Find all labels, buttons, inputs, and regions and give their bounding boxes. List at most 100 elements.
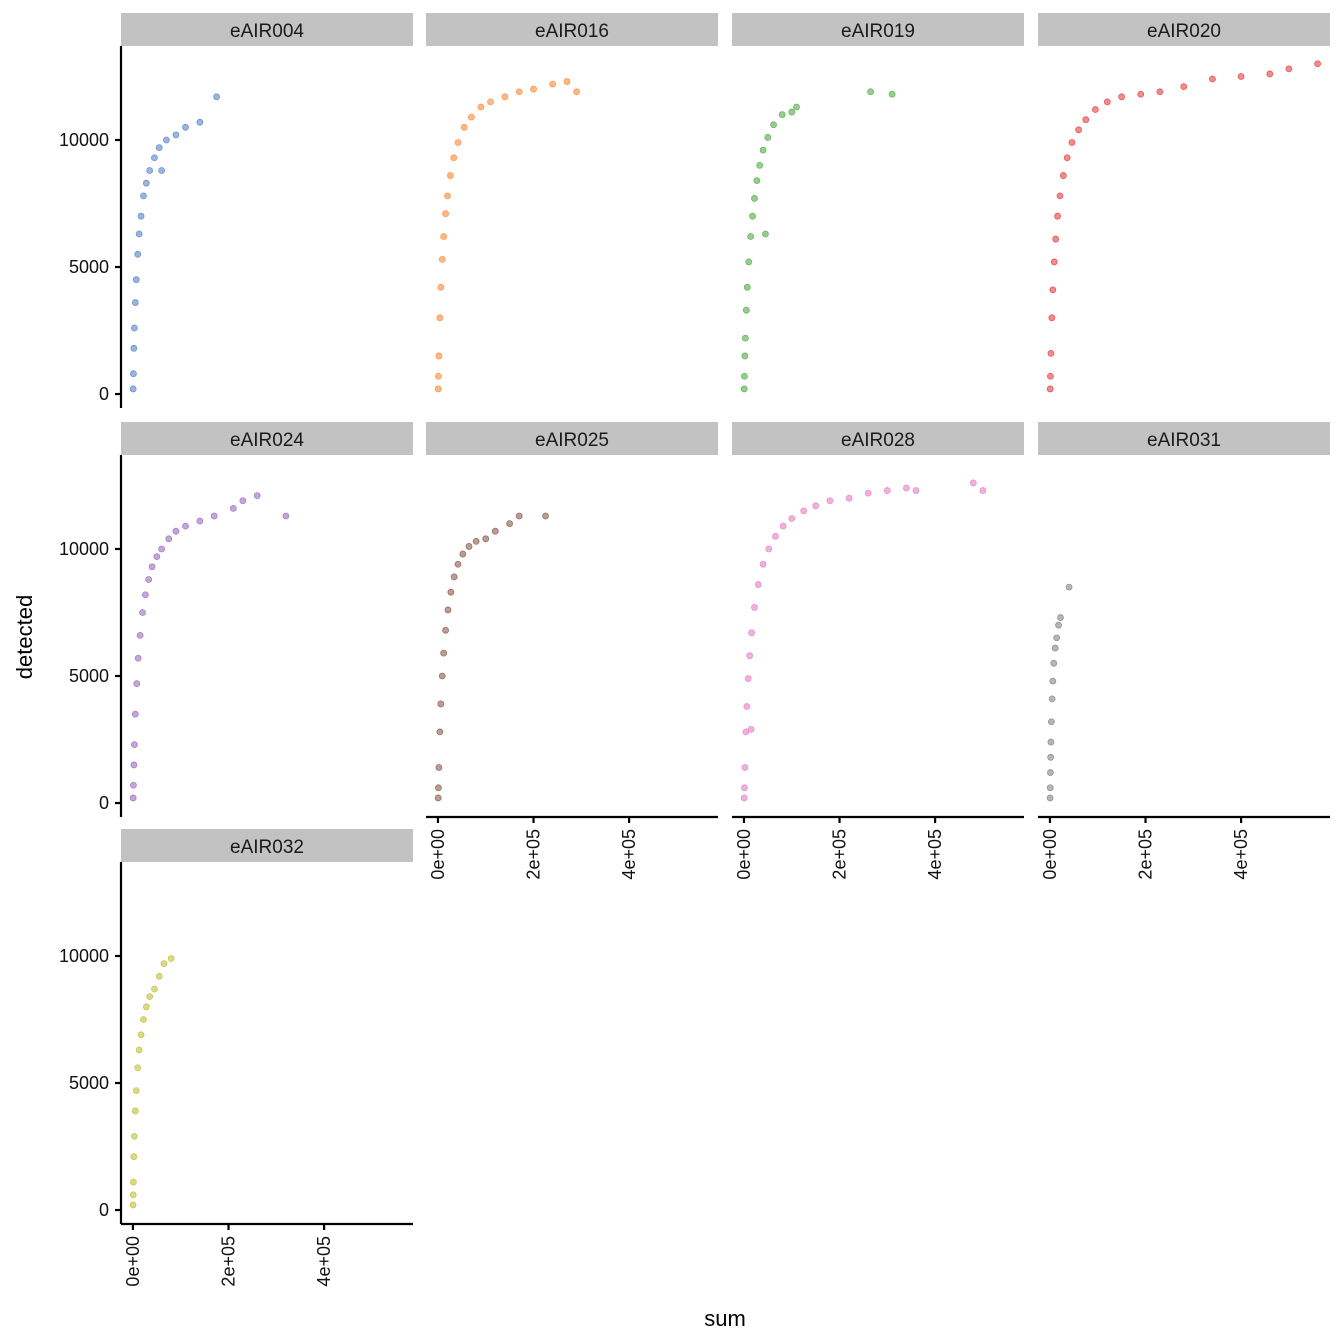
data-point	[793, 103, 800, 111]
data-point	[744, 675, 752, 682]
data-point	[1082, 116, 1090, 124]
data-point	[444, 606, 452, 614]
y-tick-label: 0	[99, 793, 109, 813]
data-point	[1237, 73, 1245, 80]
facet-label: eAIR004	[230, 21, 304, 42]
facet-strip	[121, 829, 413, 862]
data-point	[788, 108, 796, 116]
data-point	[741, 352, 749, 360]
data-point	[482, 535, 490, 543]
data-point	[442, 626, 449, 634]
facet-strip	[426, 13, 718, 46]
data-point	[1046, 784, 1054, 792]
data-point	[447, 588, 455, 596]
data-point	[491, 527, 499, 535]
data-point	[1048, 695, 1056, 703]
data-point	[1051, 644, 1059, 652]
facet-label: eAIR025	[535, 430, 609, 451]
data-point	[741, 784, 748, 792]
data-point	[764, 134, 772, 141]
data-point	[501, 93, 509, 101]
x-tick-label: 0e+00	[1040, 829, 1060, 880]
data-point	[867, 88, 874, 96]
x-tick-label: 2e+05	[830, 829, 850, 880]
facet-strip	[732, 422, 1024, 455]
data-point	[1057, 614, 1064, 621]
data-point	[131, 299, 139, 306]
data-point	[146, 993, 154, 1001]
data-point	[759, 146, 767, 154]
data-point	[213, 93, 220, 101]
data-point	[746, 652, 754, 660]
data-point	[772, 532, 779, 540]
data-point	[196, 118, 204, 126]
data-point	[563, 78, 571, 85]
x-tick-label: 4e+05	[619, 829, 639, 880]
data-point	[158, 545, 166, 553]
data-point	[745, 258, 753, 266]
data-point	[130, 370, 137, 378]
data-point	[1103, 98, 1111, 106]
data-point	[129, 794, 137, 802]
x-tick-label: 2e+05	[219, 1236, 239, 1287]
data-point	[1048, 314, 1056, 322]
data-point	[140, 192, 147, 200]
data-point	[155, 972, 163, 980]
data-point	[140, 1016, 147, 1023]
data-point	[465, 543, 473, 550]
data-point	[1053, 634, 1061, 642]
data-point	[1047, 372, 1054, 380]
y-tick-label: 0	[99, 1200, 109, 1220]
data-point	[1065, 583, 1073, 591]
data-point	[437, 283, 445, 291]
data-point	[454, 560, 462, 568]
data-point	[158, 167, 166, 174]
data-point	[762, 230, 769, 238]
data-point	[459, 550, 467, 558]
data-point	[135, 1046, 143, 1054]
facet-label: eAIR024	[230, 430, 304, 451]
data-point	[165, 535, 173, 543]
data-point	[438, 672, 446, 680]
x-tick-label: 4e+05	[314, 1236, 334, 1287]
data-point	[888, 90, 896, 98]
data-point	[1052, 235, 1060, 243]
panel-eAIR031: eAIR031 0e+00 2e+05 4e+05	[1038, 422, 1330, 880]
data-point	[210, 512, 218, 520]
x-tick-label: 0e+00	[123, 1236, 143, 1287]
data-point	[487, 98, 494, 106]
data-point	[134, 250, 142, 258]
x-tick-label: 0e+00	[734, 829, 754, 880]
data-point	[741, 334, 749, 342]
data-point	[1049, 677, 1057, 685]
data-point	[1046, 385, 1054, 393]
y-axis-title: detected	[12, 595, 37, 679]
panel-eAIR016: eAIR016	[426, 13, 718, 393]
x-axis-title: sum	[704, 1306, 746, 1331]
facet-label: eAIR016	[535, 21, 609, 42]
panel-eAIR032: eAIR032 0 5000 10000 0e+00 2e+05 4e+05	[59, 829, 413, 1287]
data-point	[434, 794, 442, 802]
data-point	[740, 385, 748, 393]
y-tick-label: 10000	[59, 130, 109, 150]
y-tick-label: 0	[99, 384, 109, 404]
data-point	[137, 212, 145, 220]
data-point	[142, 1003, 150, 1011]
data-point	[1056, 192, 1064, 200]
data-point	[1063, 154, 1071, 162]
data-point	[133, 680, 141, 688]
facet-strip	[121, 13, 413, 46]
y-tick-label: 5000	[69, 666, 109, 686]
data-point	[160, 960, 168, 968]
data-point	[440, 649, 448, 657]
data-point	[132, 1087, 140, 1095]
data-point	[167, 955, 175, 962]
data-point	[136, 631, 144, 639]
data-point	[530, 85, 537, 93]
data-point	[1047, 738, 1055, 746]
data-point	[434, 385, 442, 393]
data-point	[1047, 718, 1055, 726]
data-point	[912, 487, 920, 494]
facet-strip	[1038, 13, 1330, 46]
